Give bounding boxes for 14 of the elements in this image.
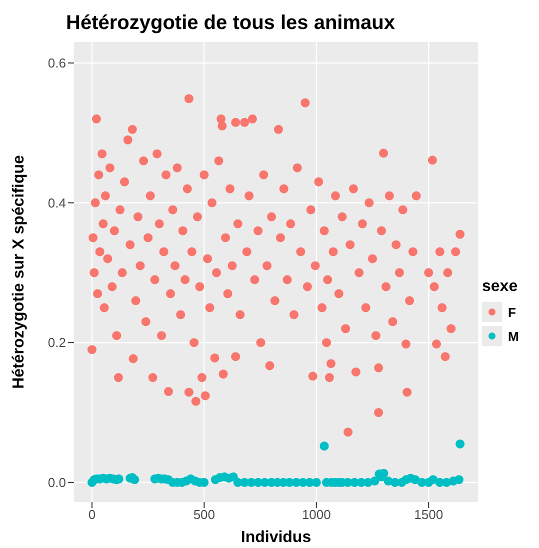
x-tick-label: 500 (193, 507, 216, 522)
y-tick-label: 0.0 (48, 475, 66, 490)
x-tick-label: 1000 (302, 507, 331, 522)
x-axis-title: Individus (240, 529, 312, 546)
y-tick-label: 0.2 (48, 335, 66, 350)
chart-title: Hétérozygotie de tous les animaux (66, 12, 395, 35)
legend-label: M (508, 328, 519, 344)
x-tick-label: 0 (88, 507, 96, 522)
legend-label: F (508, 304, 516, 320)
legend-title: sexe (482, 278, 519, 296)
y-tick-label: 0.6 (48, 56, 66, 71)
y-axis-title: Hétérozygotie sur X spécifique (10, 154, 28, 389)
x-tick-label: 1500 (414, 507, 444, 522)
y-tick-label: 0.4 (48, 195, 66, 210)
